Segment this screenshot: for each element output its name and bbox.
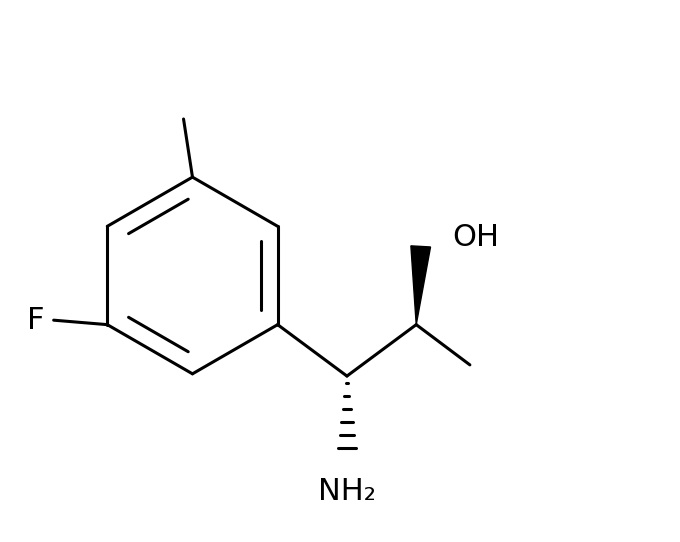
Polygon shape: [411, 246, 430, 325]
Text: F: F: [27, 306, 45, 334]
Text: OH: OH: [452, 223, 499, 252]
Text: NH₂: NH₂: [318, 476, 376, 506]
